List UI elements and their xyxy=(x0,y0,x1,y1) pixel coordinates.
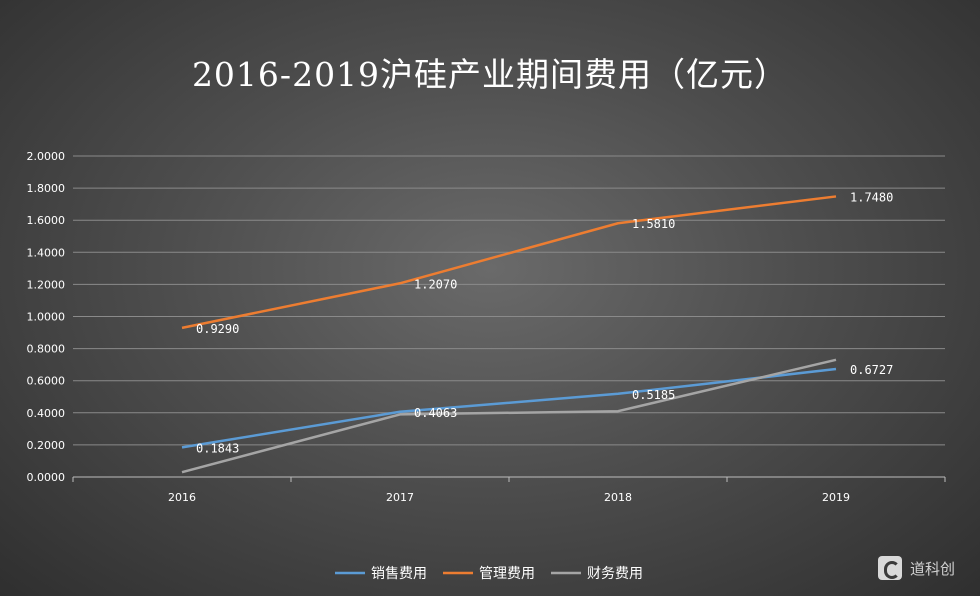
series-line-2 xyxy=(181,195,837,330)
watermark-text: 道科创 xyxy=(910,559,956,578)
data-label: 0.6727 xyxy=(850,363,893,377)
series-line-1 xyxy=(181,367,837,449)
x-tick-label: 2018 xyxy=(604,491,632,504)
y-tick-label: 1.8000 xyxy=(27,182,66,195)
x-tick-label: 2019 xyxy=(822,491,850,504)
data-label: 1.2070 xyxy=(414,277,457,291)
legend-label: 销售费用 xyxy=(371,566,427,582)
y-tick-label: 0.8000 xyxy=(27,343,66,356)
data-label: 1.7480 xyxy=(850,190,893,204)
data-label: 0.5185 xyxy=(632,388,675,402)
chart-title: 2016-2019沪硅产业期间费用（亿元） xyxy=(191,55,789,94)
watermark-logo-icon xyxy=(878,556,902,580)
y-tick-label: 0.4000 xyxy=(27,407,66,420)
y-tick-label: 0.2000 xyxy=(27,439,66,452)
series-line-3 xyxy=(181,358,837,474)
watermark: 道科创 xyxy=(878,556,955,580)
data-label: 0.4063 xyxy=(414,406,457,420)
x-tick-label: 2017 xyxy=(386,491,414,504)
y-tick-label: 1.0000 xyxy=(27,311,66,324)
y-tick-label: 1.4000 xyxy=(27,246,66,259)
legend-label: 管理费用 xyxy=(479,566,535,582)
y-tick-label: 1.6000 xyxy=(27,214,66,227)
legend-label: 财务费用 xyxy=(587,566,643,582)
y-tick-label: 0.0000 xyxy=(27,471,66,484)
y-tick-label: 0.6000 xyxy=(27,375,66,388)
data-label: 0.1843 xyxy=(196,441,239,455)
y-tick-label: 2.0000 xyxy=(27,150,66,163)
y-tick-label: 1.2000 xyxy=(27,278,66,291)
data-label: 0.9290 xyxy=(196,322,239,336)
data-label: 1.5810 xyxy=(632,217,675,231)
x-tick-label: 2016 xyxy=(168,491,196,504)
